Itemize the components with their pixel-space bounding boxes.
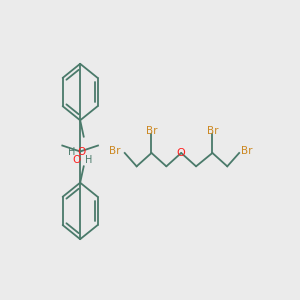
Text: Br: Br	[146, 126, 157, 136]
Text: Br: Br	[109, 146, 120, 157]
Text: H: H	[85, 155, 93, 165]
Text: O: O	[177, 148, 186, 158]
Text: O: O	[72, 155, 80, 165]
Text: H: H	[68, 147, 76, 157]
Text: Br: Br	[241, 146, 252, 157]
Text: O: O	[77, 147, 86, 157]
Text: Br: Br	[207, 126, 218, 136]
